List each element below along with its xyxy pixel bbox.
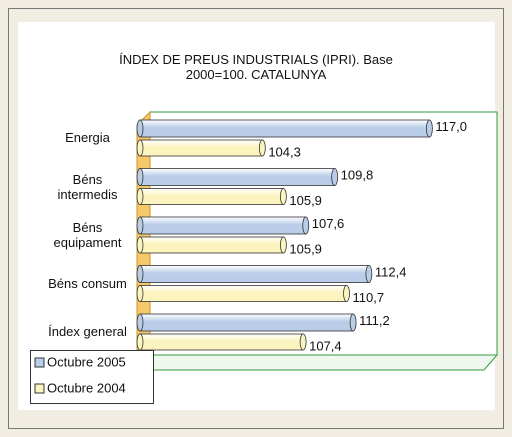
legend-label: Octubre 2004	[47, 380, 126, 395]
bar-base	[136, 168, 144, 186]
bar	[139, 265, 370, 283]
bar-cap	[302, 216, 310, 235]
bar-base	[136, 313, 144, 332]
value-label: 107,6	[312, 216, 345, 231]
value-label: 110,7	[353, 290, 385, 305]
value-label: 104,3	[268, 144, 301, 159]
category-label: Índex general	[48, 324, 127, 339]
bar-base	[136, 265, 144, 283]
chart-title: ÍNDEX DE PREUS INDUSTRIALS (IPRI). Base …	[119, 52, 393, 82]
bar	[139, 236, 284, 254]
bar	[139, 313, 354, 332]
bar-base	[136, 216, 144, 235]
legend-swatch	[34, 383, 45, 394]
category-label: Béns equipament	[53, 220, 122, 250]
bar-cap	[425, 119, 433, 138]
bar-cap	[349, 313, 357, 332]
floor	[135, 354, 499, 371]
bar-base	[136, 188, 144, 205]
value-label: 112,4	[375, 264, 407, 279]
bar-cap	[343, 285, 350, 302]
value-label: 105,9	[289, 193, 322, 208]
bar	[139, 188, 284, 205]
bar-cap	[365, 265, 373, 283]
value-label: 111,2	[359, 313, 390, 328]
bar-cap	[299, 333, 307, 351]
value-label: 107,4	[309, 338, 342, 353]
bar	[139, 333, 304, 351]
bar-cap	[279, 236, 287, 254]
bar	[139, 285, 347, 302]
bar	[139, 119, 430, 138]
bar	[139, 216, 307, 235]
value-label: 117,0	[435, 119, 467, 134]
value-label: 105,9	[289, 241, 322, 256]
legend-swatch	[34, 357, 45, 368]
bar-base	[136, 236, 144, 254]
bar-base	[136, 333, 144, 351]
bar	[139, 139, 263, 157]
bar-base	[136, 139, 144, 157]
bar	[139, 168, 336, 186]
value-label: 109,8	[341, 167, 374, 182]
category-label: Béns consum	[48, 275, 127, 291]
bar-base	[136, 285, 144, 302]
category-label: Béns intermedis	[57, 171, 118, 202]
bar-cap	[331, 168, 339, 186]
bar-cap	[279, 188, 287, 205]
bar-cap	[258, 139, 266, 157]
legend-box	[30, 350, 154, 404]
bar-base	[136, 119, 144, 138]
legend-label: Octubre 2005	[47, 354, 126, 369]
category-label: Energia	[65, 130, 110, 145]
